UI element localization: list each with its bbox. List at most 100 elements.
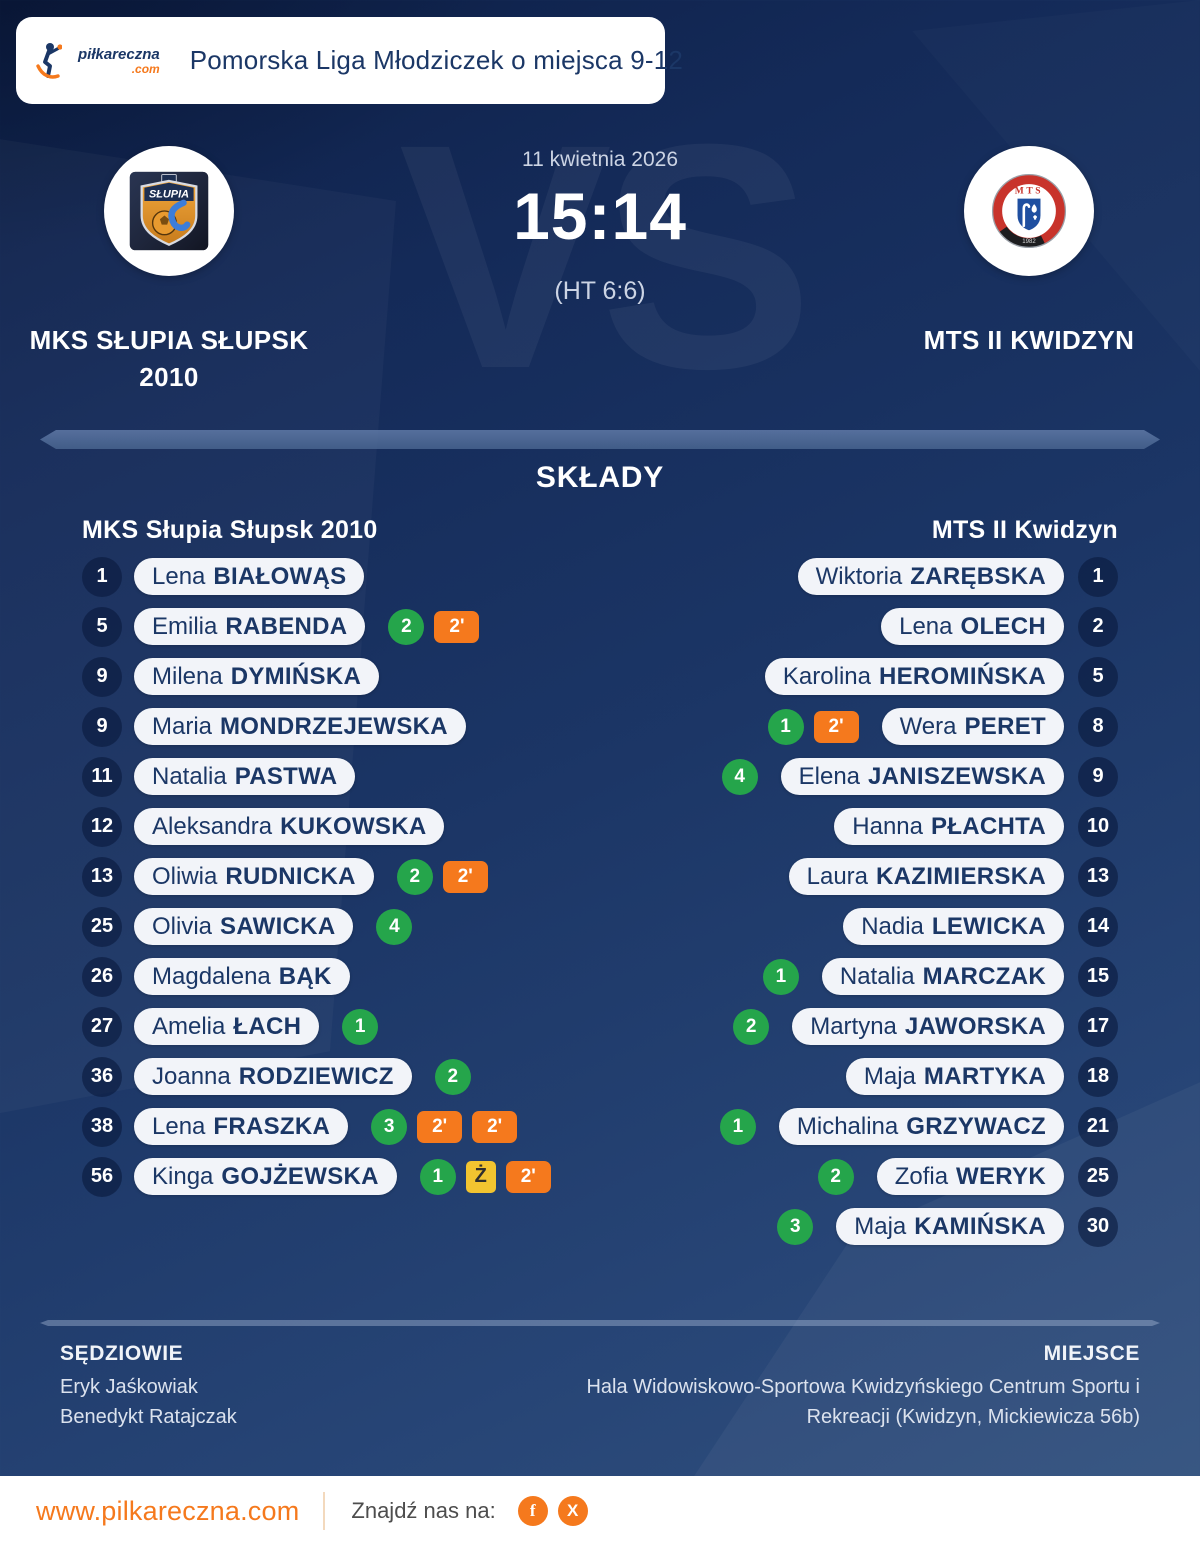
- footer-divider: [323, 1492, 326, 1530]
- suspension-badge: 2': [417, 1110, 463, 1143]
- home-team-name-line1: MKS SŁUPIA SŁUPSK: [29, 325, 309, 355]
- referee-name: Benedykt Ratajczak: [60, 1406, 237, 1428]
- home-team-name: MKS SŁUPIA SŁUPSK 2010: [0, 322, 359, 396]
- home-lineup-title: MKS Słupia Słupsk 2010: [82, 516, 378, 544]
- officials-divider: [40, 1320, 1160, 1326]
- player-number: 25: [82, 906, 122, 947]
- player-last-name: GOJŻEWSKA: [221, 1162, 379, 1190]
- player-row: 38 Lena FRASZKA 3 2' 2': [82, 1106, 551, 1147]
- player-name-pill: Elena JANISZEWSKA: [780, 758, 1064, 795]
- goals-badge: 1: [767, 708, 804, 745]
- player-name-pill: Oliwia RUDNICKA: [134, 858, 374, 895]
- mts-crest-icon: MTS 1982: [991, 173, 1067, 249]
- player-last-name: RABENDA: [225, 612, 348, 640]
- player-badges: 1 2': [767, 708, 859, 745]
- home-player-list: 1 Lena BIAŁOWĄS 5 Emilia RABENDA 2 2' 9 Milena DYM…: [82, 556, 551, 1206]
- player-first-name: Wiktoria: [815, 562, 903, 590]
- player-last-name: PASTWA: [234, 762, 338, 790]
- player-name-pill: Martyna JAWORSKA: [792, 1008, 1064, 1045]
- player-first-name: Milena: [152, 662, 223, 690]
- player-row: Laura KAZIMIERSKA 13: [358, 856, 1118, 897]
- x-twitter-icon[interactable]: X: [557, 1496, 588, 1526]
- player-first-name: Joanna: [152, 1062, 231, 1090]
- player-name-pill: Lena FRASZKA: [134, 1108, 349, 1145]
- player-last-name: PŁACHTA: [931, 812, 1046, 840]
- player-last-name: LEWICKA: [931, 912, 1046, 940]
- player-row: 12 Aleksandra KUKOWSKA: [82, 806, 551, 847]
- player-name-pill: Hanna PŁACHTA: [834, 808, 1064, 845]
- player-first-name: Maja: [854, 1212, 907, 1240]
- player-name-pill: Magdalena BĄK: [134, 958, 350, 995]
- player-first-name: Wera: [899, 712, 957, 740]
- player-last-name: MARCZAK: [922, 962, 1046, 990]
- lineups-heading: SKŁADY: [535, 461, 665, 494]
- player-row: 2 Martyna JAWORSKA 17: [358, 1006, 1118, 1047]
- suspension-badge: 2': [434, 610, 480, 643]
- player-name-pill: Natalia PASTWA: [134, 758, 356, 795]
- player-number: 12: [82, 806, 122, 847]
- suspension-badge: 2': [442, 860, 488, 893]
- player-row: Maja MARTYKA 18: [358, 1056, 1118, 1097]
- player-name-pill: Michalina GRZYWACZ: [778, 1108, 1064, 1145]
- player-row: 3 Maja KAMIŃSKA 30: [358, 1206, 1118, 1247]
- player-badges: 1: [762, 958, 799, 995]
- player-last-name: KAMIŃSKA: [914, 1212, 1046, 1240]
- player-row: 56 Kinga GOJŻEWSKA 1 Ż 2': [82, 1156, 551, 1197]
- player-badges: 2: [434, 1058, 471, 1095]
- venue-line: Hala Widowiskowo-Sportowa Kwidzyńskiego …: [586, 1376, 1140, 1398]
- goals-badge: 4: [376, 908, 413, 945]
- goals-badge: 3: [777, 1208, 814, 1245]
- player-badges: 2: [817, 1158, 854, 1195]
- player-number: 8: [1078, 706, 1118, 747]
- player-row: 1 2' Wera PERET 8: [358, 706, 1118, 747]
- brand-name: piłkareczna: [78, 45, 160, 63]
- player-row: 2 Zofia WERYK 25: [358, 1156, 1118, 1197]
- goals-badge: 1: [719, 1108, 756, 1145]
- player-last-name: MONDRZEJEWSKA: [220, 712, 448, 740]
- facebook-icon[interactable]: f: [517, 1496, 548, 1526]
- player-name-pill: Amelia ŁACH: [134, 1008, 320, 1045]
- referees-label: SĘDZIOWIE: [60, 1342, 184, 1365]
- suspension-badge: 2': [472, 1110, 518, 1143]
- goals-badge: 1: [762, 958, 799, 995]
- player-number: 2: [1078, 606, 1118, 647]
- player-name-pill: Emilia RABENDA: [134, 608, 366, 645]
- player-number: 27: [82, 1006, 122, 1047]
- player-name-pill: Lena OLECH: [881, 608, 1064, 645]
- player-name-pill: Natalia MARCZAK: [821, 958, 1064, 995]
- player-row: Karolina HEROMIŃSKA 5: [358, 656, 1118, 697]
- home-team-logo: SŁUPIA: [104, 146, 234, 276]
- player-row: Wiktoria ZARĘBSKA 1: [358, 556, 1118, 597]
- goals-badge: 2: [733, 1008, 770, 1045]
- player-name-pill: Karolina HEROMIŃSKA: [764, 658, 1064, 695]
- player-last-name: MARTYKA: [923, 1062, 1046, 1090]
- player-last-name: RODZIEWICZ: [238, 1062, 394, 1090]
- player-badges: 1: [342, 1008, 379, 1045]
- player-number: 25: [1078, 1156, 1118, 1197]
- player-number: 36: [82, 1056, 122, 1097]
- svg-text:1982: 1982: [1022, 239, 1036, 245]
- player-first-name: Natalia: [839, 962, 915, 990]
- goals-badge: 4: [721, 758, 758, 795]
- away-team-name-line1: MTS II KWIDZYN: [923, 325, 1135, 355]
- player-number: 13: [1078, 856, 1118, 897]
- player-first-name: Amelia: [152, 1012, 226, 1040]
- player-badges: 1: [719, 1108, 756, 1145]
- handball-player-icon: [36, 42, 62, 79]
- player-first-name: Zofia: [894, 1162, 949, 1190]
- player-first-name: Michalina: [796, 1112, 899, 1140]
- player-number: 38: [82, 1106, 122, 1147]
- player-last-name: ZARĘBSKA: [910, 562, 1046, 590]
- website-link[interactable]: www.pilkareczna.com: [36, 1495, 300, 1526]
- player-row: 25 Olivia SAWICKA 4: [82, 906, 551, 947]
- player-last-name: GRZYWACZ: [906, 1112, 1046, 1140]
- player-name-pill: Joanna RODZIEWICZ: [134, 1058, 412, 1095]
- suspension-badge: 2': [505, 1160, 551, 1193]
- player-last-name: JANISZEWSKA: [868, 762, 1046, 790]
- player-last-name: ŁACH: [233, 1012, 302, 1040]
- player-name-pill: Lena BIAŁOWĄS: [134, 558, 365, 595]
- player-first-name: Maria: [152, 712, 213, 740]
- player-last-name: BĄK: [278, 962, 332, 990]
- player-row: 27 Amelia ŁACH 1: [82, 1006, 551, 1047]
- home-team-name-line2: 2010: [139, 362, 199, 392]
